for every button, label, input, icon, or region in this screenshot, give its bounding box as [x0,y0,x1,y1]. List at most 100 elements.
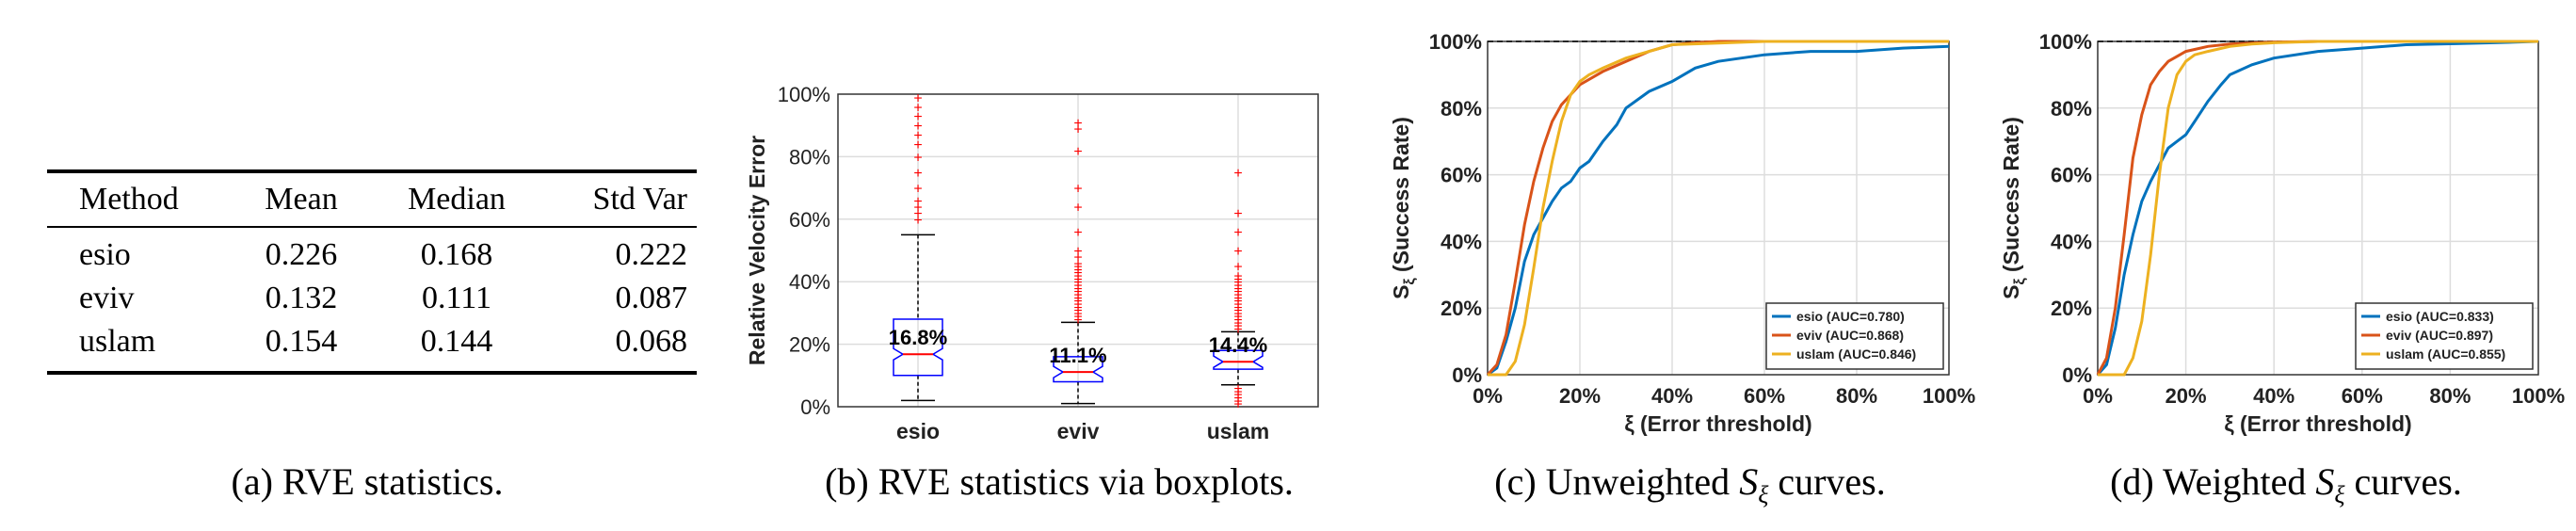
legend-box [2355,302,2534,370]
y-tick-label: 60% [1441,164,1482,187]
outlier-point: + [1073,122,1082,138]
outlier-point: + [1233,397,1242,413]
x-axis-label: ξ (Error threshold) [2224,411,2411,436]
y-tick-label: 40% [1441,230,1482,253]
y-axis-label: Sξ (Success Rate) [1999,117,2028,299]
series-line-esio [2096,40,2539,376]
outlier-point: + [1233,291,1242,307]
outlier-point: + [1233,315,1242,331]
x-tick-label: 60% [1744,384,1785,408]
outlier-point: + [1233,313,1242,329]
outlier-point: + [1073,279,1082,295]
y-axis-label: Relative Velocity Error [745,136,769,365]
table-top-rule [47,169,697,173]
y-axis-label-rest: (Success Rate) [1999,117,2023,278]
outlier-point: + [1073,260,1082,276]
median-label: 16.8% [889,326,947,349]
caption-text: Weighted [2163,460,2307,503]
outlier-point: + [1073,300,1082,316]
outlier-point: + [1233,300,1242,316]
boxplot-chart: 0% 20% 40% 60% 80% 100% esio eviv uslam Relative … [745,83,1319,443]
cell-std-var: 0.087 [615,281,688,315]
caption-a: (a) RVE statistics. [0,459,734,504]
y-tick-label: 20% [2051,297,2092,320]
x-tick-label: 20% [2165,384,2207,408]
median-label: 11.1% [1049,344,1106,367]
y-tick-label: 0% [2062,363,2092,387]
table-mid-rule [47,226,697,228]
table-row: uslam 0.154 0.144 0.068 [47,320,697,363]
legend-label: eviv (AUC=0.897) [2386,328,2493,343]
outlier-point: + [1073,144,1082,160]
caption-symbol: S [1739,460,1759,503]
panel-weighted-curves: 0% 20% 40% 60% 80% 100% 0% 20% 40% 60% 80% 100% ξ (E… [1996,0,2576,531]
outlier-point: + [1073,297,1082,313]
outlier-point: + [1233,260,1242,276]
outlier-point: + [1233,294,1242,310]
y-tick-label: 80% [2051,97,2092,121]
outlier-point: + [1233,381,1242,397]
outlier-point: + [1073,282,1082,298]
outlier-point: + [1073,313,1082,329]
outlier-point: + [1233,166,1242,182]
outlier-point: + [1233,306,1242,322]
y-tick-label: 60% [789,208,830,232]
cell-method: esio [79,237,131,272]
box-eviv [1053,356,1103,383]
series-line-uslam [1488,40,1949,377]
header-median: Median [408,182,506,217]
outlier-point: + [1233,279,1242,295]
outlier-point: + [913,100,922,116]
y-axis-label-subscript: ξ [1402,278,1418,285]
outlier-point: + [1233,225,1242,241]
x-tick-label: 100% [1923,384,1975,408]
outlier-point: + [1233,297,1242,313]
outlier-point: + [1073,291,1082,307]
x-tick-label: 80% [1836,384,1877,408]
x-tick-label: uslam [1207,419,1269,443]
outlier-point: + [1233,322,1242,338]
y-tick-label: 40% [789,270,830,294]
cell-mean: 0.132 [265,281,338,315]
outlier-point: + [1233,269,1242,285]
median-label: 14.4% [1209,333,1267,357]
caption-text: RVE statistics. [282,460,504,503]
caption-symbol: S [2315,460,2335,503]
x-tick-label: 40% [1651,384,1693,408]
y-tick-label: 20% [1441,297,1482,320]
cell-median: 0.168 [420,237,493,272]
y-tick-label: 60% [2051,164,2092,187]
cell-mean: 0.154 [265,324,338,359]
table-body: esio 0.226 0.168 0.222 eviv 0.132 0.111 … [47,228,697,371]
outlier-point: + [913,206,922,222]
outlier-point: + [1233,282,1242,298]
outlier-point: + [913,119,922,135]
outlier-point: + [1233,275,1242,291]
unweighted-success-chart: 0% 20% 40% 60% 80% 100% 0% 20% 40% 60% 80% 100% ξ (E… [1389,30,1975,436]
cell-median: 0.144 [420,324,493,359]
outlier-point: + [1073,201,1082,217]
header-method: Method [79,182,179,217]
table-bottom-rule [47,371,697,375]
caption-text-end: curves. [2354,460,2462,503]
outlier-point: + [1073,266,1082,282]
panel-unweighted-curves: 0% 20% 40% 60% 80% 100% 0% 20% 40% 60% 80% 100% ξ (E… [1384,0,1996,531]
outlier-point: + [1073,116,1082,132]
box-esio [893,318,943,377]
x-tick-label: 80% [2429,384,2471,408]
cell-mean: 0.226 [265,237,338,272]
cell-std-var: 0.068 [615,324,688,359]
y-tick-label: 0% [800,395,830,419]
caption-d: (d) Weighted Sξ curves. [1996,459,2576,509]
outlier-point: + [1073,263,1082,279]
caption-subscript: ξ [2334,481,2345,508]
outlier-point: + [1073,182,1082,198]
outlier-point: + [1233,388,1242,404]
x-axis-label: ξ (Error threshold) [1624,411,1811,436]
y-axis-label-subscript: ξ [2012,278,2028,285]
outlier-point: + [1073,272,1082,288]
header-std-var: Std Var [592,182,687,217]
outlier-point: + [1073,294,1082,310]
outlier-point: + [1233,310,1242,326]
outlier-point: + [1233,319,1242,335]
